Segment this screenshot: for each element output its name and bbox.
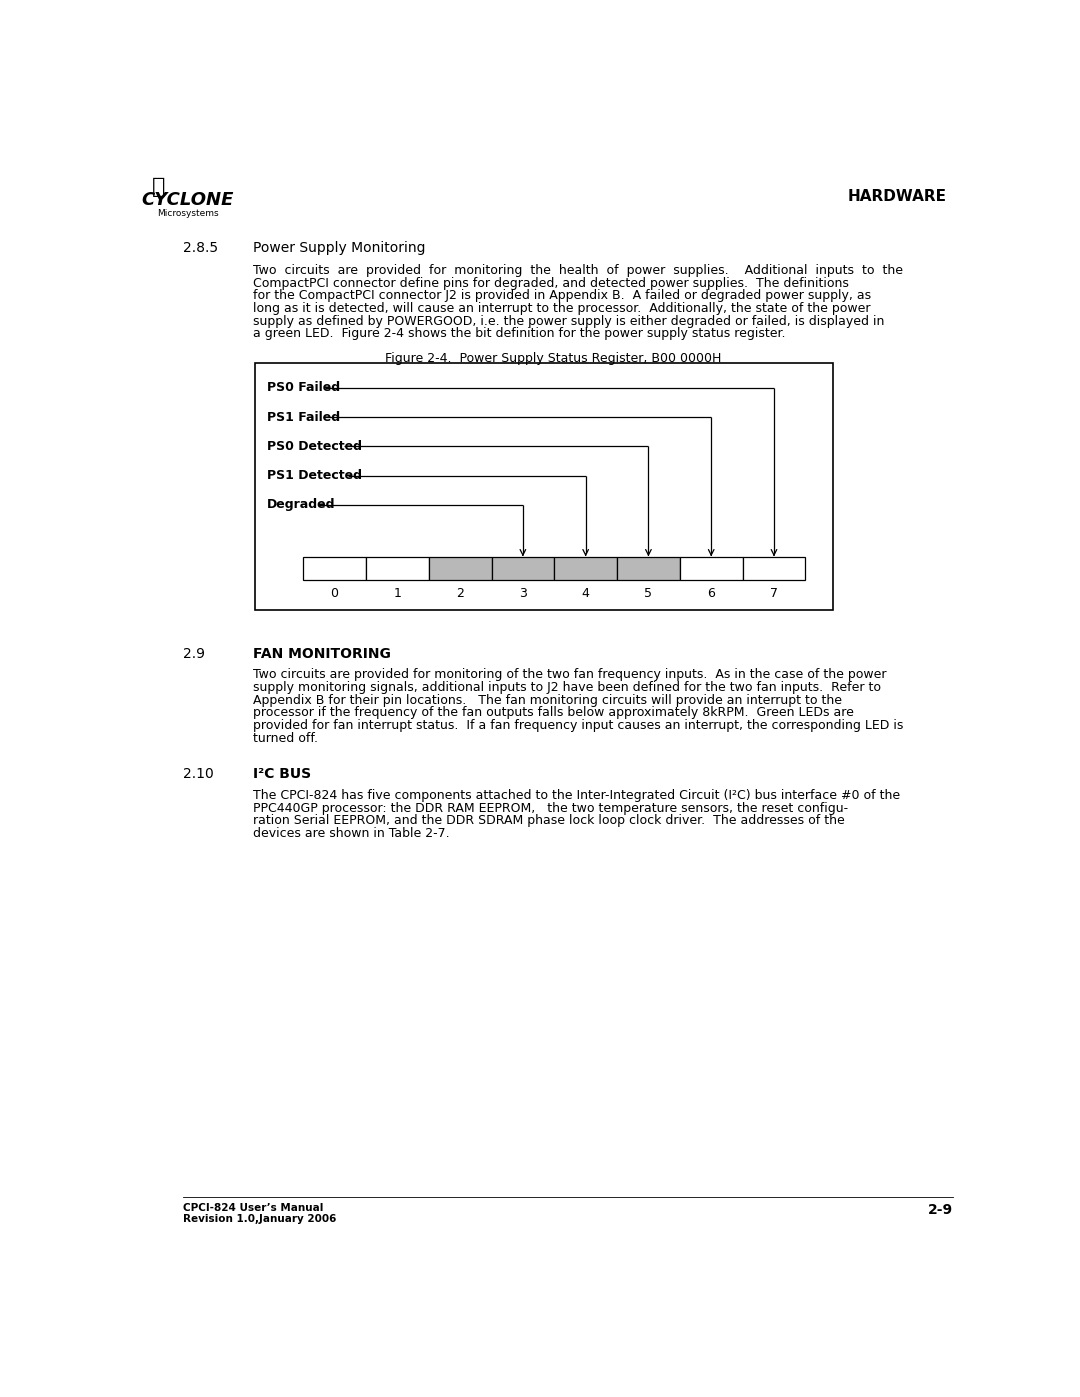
Bar	[429, 557, 491, 580]
Text: 2.9: 2.9	[183, 647, 205, 661]
Text: Degraded: Degraded	[267, 499, 335, 511]
Text: HARDWARE: HARDWARE	[848, 189, 947, 204]
Text: processor if the frequency of the fan outputs falls below approximately 8kRPM.  : processor if the frequency of the fan ou…	[253, 707, 853, 719]
Text: 2.8.5: 2.8.5	[183, 240, 218, 254]
Text: 2-9: 2-9	[928, 1203, 953, 1217]
Text: Appendix B for their pin locations.   The fan monitoring circuits will provide a: Appendix B for their pin locations. The …	[253, 693, 841, 707]
Text: The CPCI-824 has five components attached to the Inter-Integrated Circuit (I²C) : The CPCI-824 has five components attache…	[253, 789, 900, 802]
Text: I²C BUS: I²C BUS	[253, 767, 311, 781]
Bar	[366, 557, 429, 580]
Text: PS0 Detected: PS0 Detected	[267, 440, 362, 453]
Text: 4: 4	[582, 587, 590, 599]
Text: ⧹: ⧹	[151, 177, 165, 197]
Text: Revision 1.0,January 2006: Revision 1.0,January 2006	[183, 1214, 337, 1224]
Text: 2: 2	[456, 587, 464, 599]
Text: 6: 6	[707, 587, 715, 599]
Text: PPC440GP processor: the DDR RAM EEPROM,   the two temperature sensors, the reset: PPC440GP processor: the DDR RAM EEPROM, …	[253, 802, 848, 814]
Bar	[554, 557, 617, 580]
Bar	[743, 557, 806, 580]
Text: long as it is detected, will cause an interrupt to the processor.  Additionally,: long as it is detected, will cause an in…	[253, 302, 870, 314]
Text: provided for fan interrupt status.  If a fan frequency input causes an interrupt: provided for fan interrupt status. If a …	[253, 719, 903, 732]
Text: Figure 2-4.  Power Supply Status Register, B00 0000H: Figure 2-4. Power Supply Status Register…	[386, 352, 721, 365]
Text: ration Serial EEPROM, and the DDR SDRAM phase lock loop clock driver.  The addre: ration Serial EEPROM, and the DDR SDRAM …	[253, 814, 845, 827]
Text: supply as defined by POWERGOOD, i.e. the power supply is either degraded or fail: supply as defined by POWERGOOD, i.e. the…	[253, 314, 885, 328]
Text: Two  circuits  are  provided  for  monitoring  the  health  of  power  supplies.: Two circuits are provided for monitoring…	[253, 264, 903, 277]
Text: Two circuits are provided for monitoring of the two fan frequency inputs.  As in: Two circuits are provided for monitoring…	[253, 668, 887, 682]
Text: PS1 Failed: PS1 Failed	[267, 411, 340, 423]
Text: supply monitoring signals, additional inputs to J2 have been defined for the two: supply monitoring signals, additional in…	[253, 680, 881, 694]
Bar	[617, 557, 679, 580]
Bar	[679, 557, 743, 580]
Text: for the CompactPCI connector J2 is provided in Appendix B.  A failed or degraded: for the CompactPCI connector J2 is provi…	[253, 289, 870, 302]
Text: 7: 7	[770, 587, 778, 599]
Text: CYCLONE: CYCLONE	[141, 191, 234, 210]
Text: turned off.: turned off.	[253, 732, 318, 745]
Text: a green LED.  Figure 2-4 shows the bit definition for the power supply status re: a green LED. Figure 2-4 shows the bit de…	[253, 327, 785, 341]
Text: CPCI-824 User’s Manual: CPCI-824 User’s Manual	[183, 1203, 323, 1213]
Text: 1: 1	[393, 587, 402, 599]
Text: 0: 0	[330, 587, 338, 599]
Text: CompactPCI connector define pins for degraded, and detected power supplies.  The: CompactPCI connector define pins for deg…	[253, 277, 849, 289]
Text: FAN MONITORING: FAN MONITORING	[253, 647, 391, 661]
Text: 3: 3	[519, 587, 527, 599]
Bar	[255, 363, 833, 609]
Text: PS0 Failed: PS0 Failed	[267, 381, 340, 394]
Text: Microsystems: Microsystems	[157, 208, 218, 218]
Text: devices are shown in Table 2-7.: devices are shown in Table 2-7.	[253, 827, 449, 840]
Text: Power Supply Monitoring: Power Supply Monitoring	[253, 240, 426, 254]
Text: PS1 Detected: PS1 Detected	[267, 469, 362, 482]
Text: 5: 5	[645, 587, 652, 599]
Bar	[303, 557, 366, 580]
Bar	[491, 557, 554, 580]
Text: 2.10: 2.10	[183, 767, 214, 781]
